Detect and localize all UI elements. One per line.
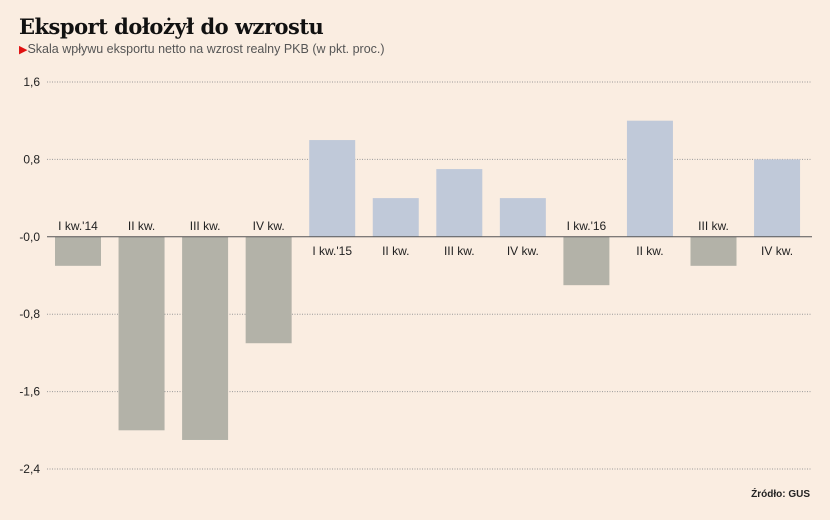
category-label: II kw. [382,244,409,258]
category-label: IV kw. [253,219,285,233]
triangle-marker-icon: ▶ [19,44,28,56]
category-label: II kw. [128,219,155,233]
category-label: II kw. [636,244,663,258]
subtitle-text: Skala wpływu eksportu netto na wzrost re… [27,42,385,56]
bar [118,236,165,431]
bar [563,236,610,286]
category-label: III kw. [190,219,221,233]
category-label: IV kw. [761,244,793,258]
category-label: I kw.'14 [58,219,98,233]
category-label: IV kw. [507,244,539,258]
bar [499,198,546,237]
bar [626,120,673,237]
bar [690,236,737,266]
bar [372,198,419,237]
y-tick-label: 0,8 [23,152,40,166]
y-tick-label: -0,8 [19,307,40,321]
category-label: I kw.'16 [567,219,607,233]
y-tick-label: 1,6 [23,75,40,89]
bar [754,159,801,237]
chart-subtitle: ▶Skala wpływu eksportu netto na wzrost r… [19,42,385,56]
category-label: I kw.'15 [312,244,352,258]
y-tick-label: -0,0 [19,230,40,244]
bar [182,236,229,440]
source-note: Źródło: GUS [751,489,810,500]
category-label: III kw. [444,244,475,258]
category-label: III kw. [698,219,729,233]
bar [245,236,292,344]
bar [436,169,483,237]
chart-title: Eksport dołożył do wzrostu [19,14,324,39]
bar [55,236,101,266]
y-tick-label: -2,4 [19,462,40,476]
y-tick-label: -1,6 [19,385,40,399]
bar [309,140,356,237]
